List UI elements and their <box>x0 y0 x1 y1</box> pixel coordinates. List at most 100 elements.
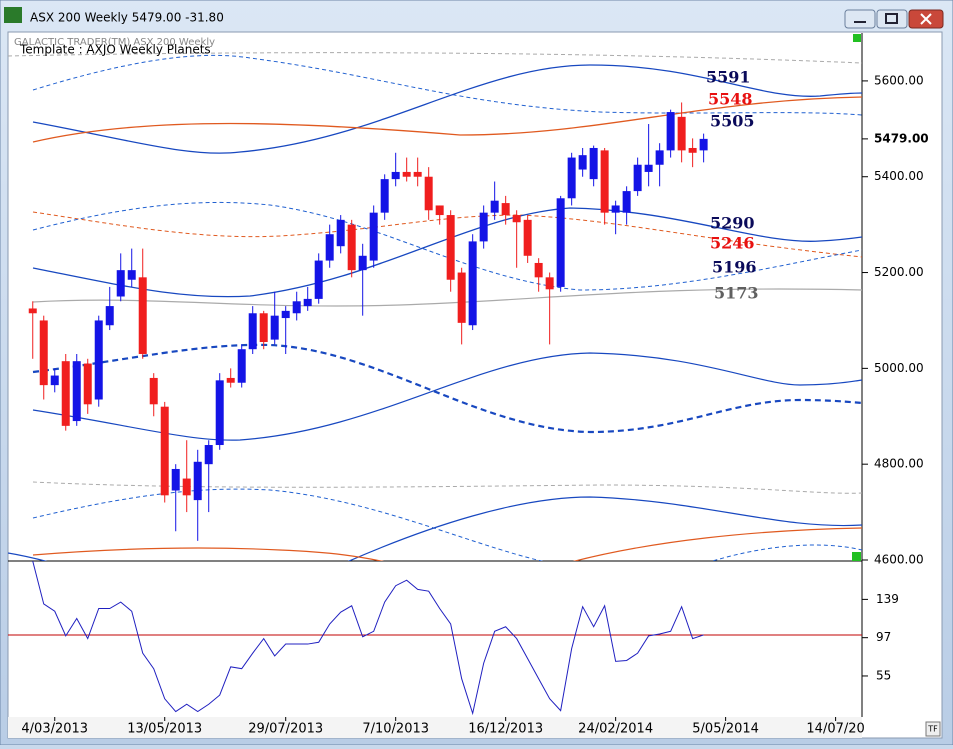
candle-body <box>391 171 400 180</box>
close-icon <box>920 13 932 25</box>
y-tick-label: 4600.00 <box>874 553 924 567</box>
candle-body <box>281 310 290 319</box>
candle-body <box>611 205 620 213</box>
planet-line <box>32 64 862 154</box>
x-tick-label: 16/12/2013 <box>468 722 543 737</box>
candle-body <box>534 262 543 278</box>
planet-line <box>32 288 862 307</box>
planet-line <box>32 352 862 441</box>
last-price-label: 5479.00 <box>874 131 929 145</box>
candle-body <box>171 468 180 491</box>
candle-body <box>138 277 147 354</box>
indicator-line <box>32 560 704 716</box>
x-tick-label: 7/10/2013 <box>362 722 429 737</box>
chart-area <box>7 31 943 739</box>
candle-body <box>336 219 345 247</box>
x-tick-label: 5/05/2014 <box>692 722 759 737</box>
planet-line <box>572 527 862 561</box>
x-tick-label: 24/02/2014 <box>578 722 653 737</box>
chart-title: GALACTIC TRADER(TM) ASX 200 Weekly <box>14 37 215 48</box>
candle-body <box>160 406 169 496</box>
candle-body <box>325 234 334 261</box>
candle-body <box>248 313 257 350</box>
level-label: 5548 <box>708 90 753 109</box>
planet-line <box>32 96 862 143</box>
candle-body <box>545 277 554 290</box>
candle-body <box>468 241 477 326</box>
candle-body <box>512 215 521 223</box>
level-label: 5196 <box>712 258 757 277</box>
planet-line <box>32 201 862 291</box>
candle-body <box>61 361 70 426</box>
x-tick-label: 14/07/20 <box>806 722 864 737</box>
candle-body <box>116 270 125 297</box>
planet-line <box>32 54 862 116</box>
candle-body <box>237 349 246 383</box>
candle-body <box>72 361 81 422</box>
y-tick-label: 5200.00 <box>874 265 924 279</box>
chart-subtitle: Template : AXJO Weekly Planets <box>19 43 211 57</box>
candle-body <box>314 260 323 299</box>
y-tick-label: 139 <box>876 592 899 606</box>
candle-body <box>644 164 653 172</box>
candle-body <box>523 219 532 256</box>
restore-icon <box>885 13 898 24</box>
candle-body <box>501 203 510 216</box>
candle-body <box>193 461 202 501</box>
level-label: 5505 <box>710 112 755 131</box>
candle-body <box>204 445 213 465</box>
candle-body <box>567 157 576 199</box>
candle-body <box>413 171 422 177</box>
candle-body <box>105 306 114 326</box>
level-label: 5290 <box>710 214 755 233</box>
tf-button[interactable] <box>925 721 941 737</box>
level-label: 5173 <box>714 284 759 303</box>
candle-body <box>457 272 466 323</box>
candle-body <box>677 116 686 151</box>
candle-body <box>369 212 378 261</box>
y-tick-label: 55 <box>876 668 891 682</box>
candle-body <box>259 313 268 343</box>
tf-label: TF <box>927 725 938 734</box>
planet-line <box>32 211 862 258</box>
y-tick-label: 5400.00 <box>874 169 924 183</box>
candle-body <box>490 200 499 213</box>
candle-body <box>655 150 664 165</box>
x-tick-label: 13/05/2013 <box>127 722 202 737</box>
level-label: 5246 <box>710 234 755 253</box>
candle-body <box>446 215 455 280</box>
candle-body <box>402 171 411 177</box>
minimize-button[interactable] <box>844 9 876 29</box>
candle-body <box>39 320 48 386</box>
candle-body <box>270 315 279 340</box>
candle-body <box>303 298 312 307</box>
window-title: ASX 200 Weekly 5479.00 -31.80 <box>30 11 224 25</box>
candle-body <box>149 377 158 405</box>
planet-lines <box>8 52 862 561</box>
x-tick-label: 29/07/2013 <box>248 722 323 737</box>
x-tick-label: 4/03/2013 <box>21 722 88 737</box>
date-strip <box>8 717 862 738</box>
candle-body <box>435 205 444 216</box>
candle-body <box>127 270 136 280</box>
candle-body <box>347 224 356 271</box>
app-icon <box>4 7 22 23</box>
planet-line <box>32 488 544 561</box>
candle-body <box>94 320 103 400</box>
y-tick-label: 5600.00 <box>874 73 924 87</box>
restore-button[interactable] <box>876 9 908 29</box>
corner-marker <box>852 552 861 561</box>
planet-line <box>711 544 862 561</box>
y-tick-label: 5000.00 <box>874 361 924 375</box>
planet-line <box>347 496 862 561</box>
candle-body <box>589 147 598 180</box>
planet-line <box>8 552 48 561</box>
candle-body <box>600 150 609 213</box>
candle-body <box>666 112 675 151</box>
candle-body <box>578 155 587 170</box>
candle-body <box>50 375 59 386</box>
candle-body <box>83 363 92 405</box>
corner-marker <box>853 34 861 42</box>
candle-body <box>699 138 708 151</box>
